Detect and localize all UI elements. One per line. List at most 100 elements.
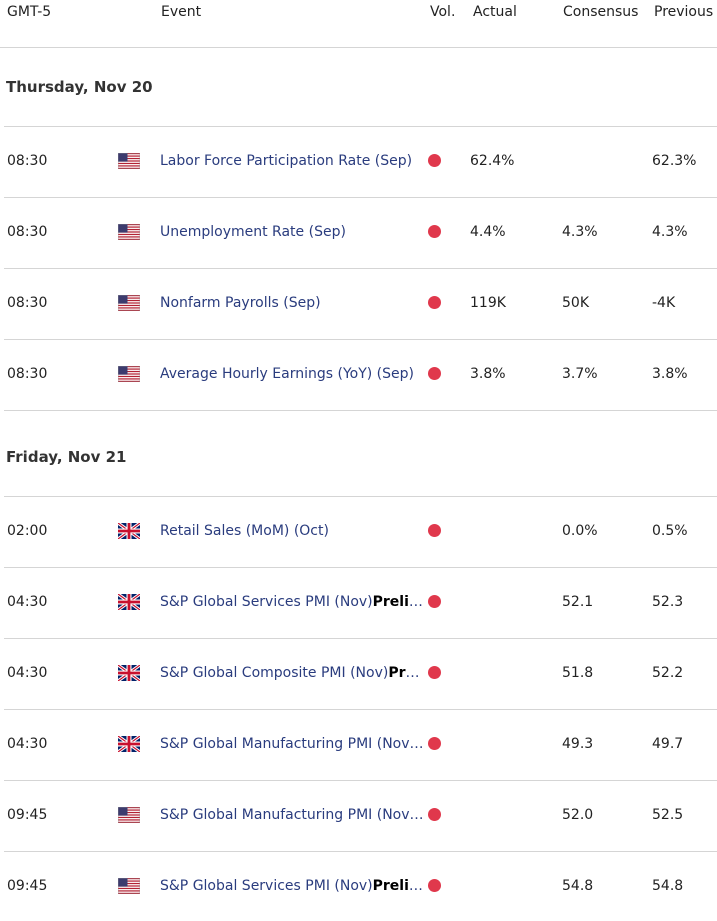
uk-flag-icon [118,665,140,681]
volatility-dot-icon [428,595,441,608]
table-row[interactable]: 08:30 Labor Force Participation Rate (Sep… [0,126,717,196]
actual-value: 3.8% [470,366,506,382]
row-divider [4,780,717,781]
table-row[interactable]: 09:45 S&P Global Services PMI (Nov)Prelim… [0,851,717,921]
event-title: Labor Force Participation Rate (Sep) [160,153,413,169]
us-flag-icon [118,878,140,894]
row-divider [4,709,717,710]
event-title: Average Hourly Earnings (YoY) (Sep) [160,366,414,382]
header-actual: Actual [473,4,517,20]
us-flag-icon [118,295,140,311]
event-title: Retail Sales (MoM) (Oct) [160,523,329,539]
table-row[interactable]: 04:30 S&P Global Composite PMI (Nov)Preli… [0,638,717,708]
event-time: 02:00 [7,523,48,539]
uk-flag-icon [118,594,140,610]
row-divider [4,339,717,340]
table-row[interactable]: 08:30 Unemployment Rate (Sep) 4.4% 4.3% 4.3% [0,197,717,267]
table-row[interactable]: 09:45 S&P Global Manufacturing PMI (Nov)…… [0,780,717,850]
consensus-value: 52.0 [562,807,594,823]
table-row[interactable]: 02:00 Retail Sales (MoM) (Oct) 0.0% 0.5% [0,496,717,566]
row-divider [4,496,717,497]
header-previous: Previous [654,4,714,20]
table-row[interactable]: 08:30 Nonfarm Payrolls (Sep) 119K 50K -4K [0,268,717,338]
event-time: 09:45 [7,878,48,894]
header-timezone: GMT-5 [7,4,52,20]
previous-value: 49.7 [652,736,684,752]
row-divider [4,126,717,127]
event-title: S&P Global Composite PMI (Nov) [160,665,389,681]
event-time: 09:45 [7,807,48,823]
event-name[interactable]: Average Hourly Earnings (YoY) (Sep) [160,339,428,409]
consensus-value: 50K [562,295,589,311]
event-time: 04:30 [7,665,48,681]
event-name[interactable]: Retail Sales (MoM) (Oct) [160,496,428,566]
actual-value: 119K [470,295,506,311]
us-flag-icon [118,224,140,240]
uk-flag-icon [118,736,140,752]
previous-value: 62.3% [652,153,697,169]
us-flag-icon [118,153,140,169]
header-volatility: Vol. [430,4,456,20]
volatility-dot-icon [428,524,441,537]
volatility-dot-icon [428,367,441,380]
event-name[interactable]: S&P Global Manufacturing PMI (Nov)… [160,709,428,779]
event-name[interactable]: S&P Global Composite PMI (Nov)Preli… [160,638,428,708]
volatility-dot-icon [428,666,441,679]
event-name[interactable]: Nonfarm Payrolls (Sep) [160,268,428,338]
actual-value: 62.4% [470,153,515,169]
event-title: Nonfarm Payrolls (Sep) [160,295,321,311]
event-title: S&P Global Services PMI (Nov) [160,878,373,894]
previous-value: 4.3% [652,224,688,240]
event-name[interactable]: S&P Global Manufacturing PMI (Nov)… [160,780,428,850]
event-name[interactable]: Unemployment Rate (Sep) [160,197,428,267]
consensus-value: 49.3 [562,736,594,752]
volatility-dot-icon [428,296,441,309]
row-divider [4,638,717,639]
row-divider [4,410,717,411]
event-name[interactable]: Labor Force Participation Rate (Sep) [160,126,428,196]
row-divider [4,268,717,269]
event-time: 04:30 [7,736,48,752]
event-time: 04:30 [7,594,48,610]
header-event: Event [161,4,202,20]
consensus-value: 54.8 [562,878,594,894]
volatility-dot-icon [428,737,441,750]
table-row[interactable]: 08:30 Average Hourly Earnings (YoY) (Sep)… [0,339,717,409]
previous-value: 52.3 [652,594,684,610]
event-title: S&P Global Manufacturing PMI (Nov)… [160,736,428,752]
previous-value: 52.5 [652,807,684,823]
event-time: 08:30 [7,153,48,169]
event-status: Preli… [388,665,428,681]
row-divider [4,851,717,852]
event-time: 08:30 [7,295,48,311]
consensus-value: 0.0% [562,523,598,539]
event-title: S&P Global Services PMI (Nov) [160,594,373,610]
table-row[interactable]: 04:30 S&P Global Manufacturing PMI (Nov)…… [0,709,717,779]
header-consensus: Consensus [563,4,639,20]
uk-flag-icon [118,523,140,539]
volatility-dot-icon [428,225,441,238]
table-header: GMT-5 Event Vol. Actual Consensus Previo… [0,0,717,48]
us-flag-icon [118,366,140,382]
table-row[interactable]: 04:30 S&P Global Services PMI (Nov)Prelim… [0,567,717,637]
row-divider [4,197,717,198]
event-title: S&P Global Manufacturing PMI (Nov)… [160,807,428,823]
event-name[interactable]: S&P Global Services PMI (Nov)Prelimi… [160,851,428,921]
consensus-value: 52.1 [562,594,594,610]
day-heading: Friday, Nov 21 [6,448,127,466]
event-time: 08:30 [7,224,48,240]
consensus-value: 3.7% [562,366,598,382]
event-status: Prelimi… [372,878,428,894]
previous-value: 0.5% [652,523,688,539]
volatility-dot-icon [428,808,441,821]
volatility-dot-icon [428,879,441,892]
event-name[interactable]: S&P Global Services PMI (Nov)Prelimi… [160,567,428,637]
volatility-dot-icon [428,154,441,167]
event-status: Prelimi… [372,594,428,610]
day-heading: Thursday, Nov 20 [6,78,153,96]
consensus-value: 51.8 [562,665,594,681]
previous-value: 3.8% [652,366,688,382]
actual-value: 4.4% [470,224,506,240]
previous-value: -4K [652,295,676,311]
consensus-value: 4.3% [562,224,598,240]
